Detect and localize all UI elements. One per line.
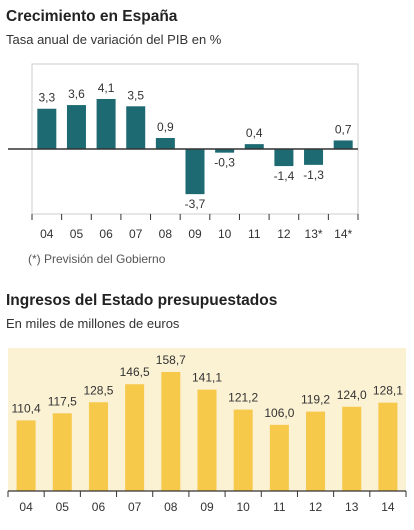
- x-tick-label: 14*: [334, 227, 352, 241]
- chart1-frame: [31, 63, 359, 215]
- data-label: 128,1: [373, 384, 403, 398]
- x-tick-label: 04: [19, 500, 33, 514]
- x-tick-label: 08: [164, 500, 178, 514]
- bar-13: [304, 149, 324, 165]
- data-label: -0,3: [214, 156, 235, 170]
- data-label: 146,5: [120, 365, 150, 379]
- x-tick-label: 11: [248, 227, 261, 241]
- data-label: 117,5: [48, 394, 77, 408]
- bar-09: [197, 389, 217, 491]
- x-tick-label: 06: [99, 227, 113, 241]
- bar-12: [274, 149, 294, 167]
- x-tick-label: 09: [188, 227, 202, 241]
- x-tick-label: 05: [70, 227, 84, 241]
- state-revenue-chart: 110,4 04 117,5 05 128,5 06 146,5 07 158,7 08 141,1…: [7, 348, 407, 514]
- data-label: 121,2: [228, 391, 258, 405]
- data-label: -1,4: [274, 169, 295, 183]
- data-label: -1,3: [303, 168, 324, 182]
- bar-10: [233, 409, 253, 491]
- x-tick-label: 07: [129, 227, 143, 241]
- bar-04: [16, 420, 36, 491]
- bar-14: [333, 140, 353, 149]
- data-label: 3,6: [68, 87, 85, 101]
- bar-13: [342, 406, 362, 491]
- x-tick-label: 10: [218, 227, 232, 241]
- x-tick-label: 14: [381, 500, 395, 514]
- data-label: 0,4: [246, 126, 263, 140]
- x-tick-label: 13*: [305, 227, 323, 241]
- data-label: 4,1: [98, 81, 115, 95]
- bar-11: [244, 144, 264, 149]
- x-tick-label: 12: [309, 500, 323, 514]
- bar-10: [215, 149, 235, 153]
- data-label: 3,3: [38, 91, 55, 105]
- x-tick-label: 09: [200, 500, 214, 514]
- x-tick-label: 06: [92, 500, 106, 514]
- x-tick-label: 04: [40, 227, 54, 241]
- data-label: 0,7: [335, 122, 352, 136]
- chart1-note: (*) Previsión del Gobierno: [28, 252, 166, 266]
- x-tick-label: 05: [56, 500, 70, 514]
- bar-12: [306, 411, 326, 491]
- x-tick-label: 12: [277, 227, 291, 241]
- data-label: 124,0: [337, 388, 367, 402]
- x-tick-label: 11: [273, 500, 286, 514]
- bar-14: [378, 402, 398, 491]
- data-label: 128,5: [83, 383, 113, 397]
- x-tick-label: 13: [345, 500, 359, 514]
- data-label: 141,1: [192, 371, 222, 385]
- data-label: -3,7: [185, 197, 206, 211]
- data-label: 158,7: [156, 353, 186, 367]
- data-label: 3,5: [127, 88, 144, 102]
- chart2-title: Ingresos del Estado presupuestados: [6, 292, 278, 309]
- data-label: 0,9: [157, 120, 174, 134]
- bar-07: [125, 384, 145, 491]
- bar-08: [161, 372, 181, 491]
- bar-06: [88, 402, 108, 491]
- bar-06: [96, 98, 116, 149]
- gdp-growth-chart: 3,3 04 3,6 05 4,1 06 3,5 07 0,9 08 -3,7 09 -0,3 10 0,4…: [8, 63, 359, 241]
- chart1-title: Crecimiento en España: [6, 8, 178, 25]
- x-tick-label: 10: [237, 500, 251, 514]
- bar-07: [126, 106, 146, 149]
- bar-04: [37, 108, 57, 149]
- bar-11: [269, 424, 289, 491]
- x-tick-label: 08: [159, 227, 173, 241]
- bar-05: [66, 105, 86, 149]
- data-label: 110,4: [12, 401, 41, 415]
- data-label: 106,0: [264, 406, 294, 420]
- x-tick-label: 07: [128, 500, 142, 514]
- bar-05: [52, 413, 72, 491]
- data-label: 119,2: [301, 393, 330, 407]
- chart2-subtitle: En miles de millones de euros: [6, 316, 180, 331]
- bar-08: [155, 138, 175, 149]
- chart1-subtitle: Tasa anual de variación del PIB en %: [6, 32, 222, 47]
- bar-09: [185, 149, 205, 195]
